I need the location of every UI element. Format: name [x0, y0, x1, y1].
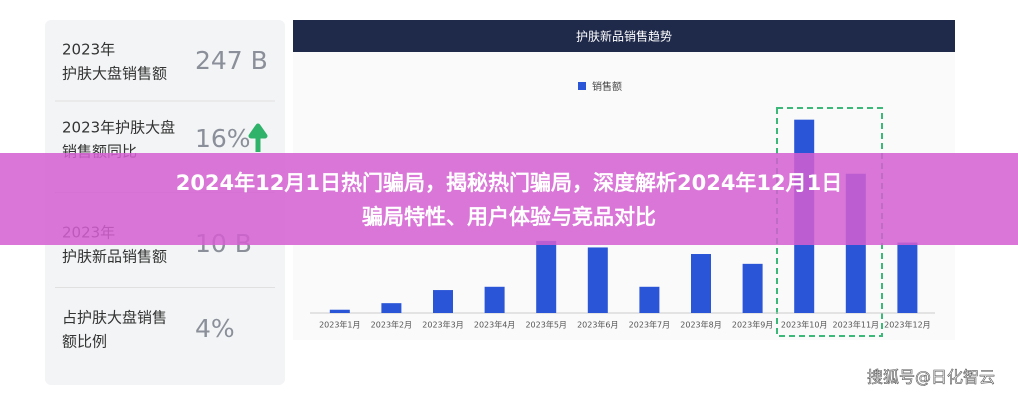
x-tick-label: 2023年1月 — [319, 320, 360, 330]
bar — [536, 240, 557, 313]
x-tick-label: 2023年4月 — [474, 320, 515, 330]
banner-line: 骗局特性、用户体验与竞品对比 — [362, 205, 656, 229]
x-tick-label: 2023年5月 — [525, 320, 566, 330]
legend-swatch — [578, 82, 586, 90]
stat-value: 4% — [195, 314, 235, 343]
bar — [381, 303, 402, 313]
stat-label: 2023年 — [62, 41, 115, 59]
chart-title: 护肤新品销售趋势 — [576, 29, 672, 44]
bar — [433, 290, 453, 313]
stat-label: 2023年护肤大盘 — [62, 119, 175, 137]
up-arrow — [248, 123, 268, 152]
banner-line: 2024年12月1日热门骗局，揭秘热门骗局，深度解析2024年12月1日 — [176, 171, 843, 195]
x-tick-label: 2023年9月 — [732, 320, 773, 330]
stat-label: 护肤新品销售额 — [62, 248, 167, 266]
bar — [742, 263, 763, 313]
stat-value: 247 B — [195, 46, 268, 75]
stat-value: 16% — [195, 124, 251, 153]
x-tick-label: 2023年2月 — [371, 320, 412, 330]
x-tick-label: 2023年11月 — [833, 320, 880, 330]
x-tick-label: 2023年8月 — [680, 320, 721, 330]
legend-label: 销售额 — [592, 80, 622, 93]
x-tick-label: 2023年12月 — [884, 320, 931, 330]
stat-label: 护肤大盘销售额 — [62, 65, 167, 83]
watermark: 搜狐号@日化智云 — [867, 368, 995, 387]
bar — [639, 286, 660, 313]
x-tick-label: 2023年7月 — [629, 320, 670, 330]
bar — [587, 247, 608, 313]
bar — [484, 286, 505, 313]
bar — [897, 242, 918, 313]
stat-label: 额比例 — [62, 333, 107, 351]
x-tick-label: 2023年6月 — [577, 320, 618, 330]
bar — [329, 309, 350, 313]
stat-label: 占护肤大盘销售 — [62, 309, 167, 327]
x-tick-label: 2023年10月 — [781, 320, 828, 330]
x-tick-label: 2023年3月 — [422, 320, 463, 330]
chart-header — [293, 20, 955, 52]
bar — [691, 254, 711, 313]
banner — [0, 153, 1018, 245]
